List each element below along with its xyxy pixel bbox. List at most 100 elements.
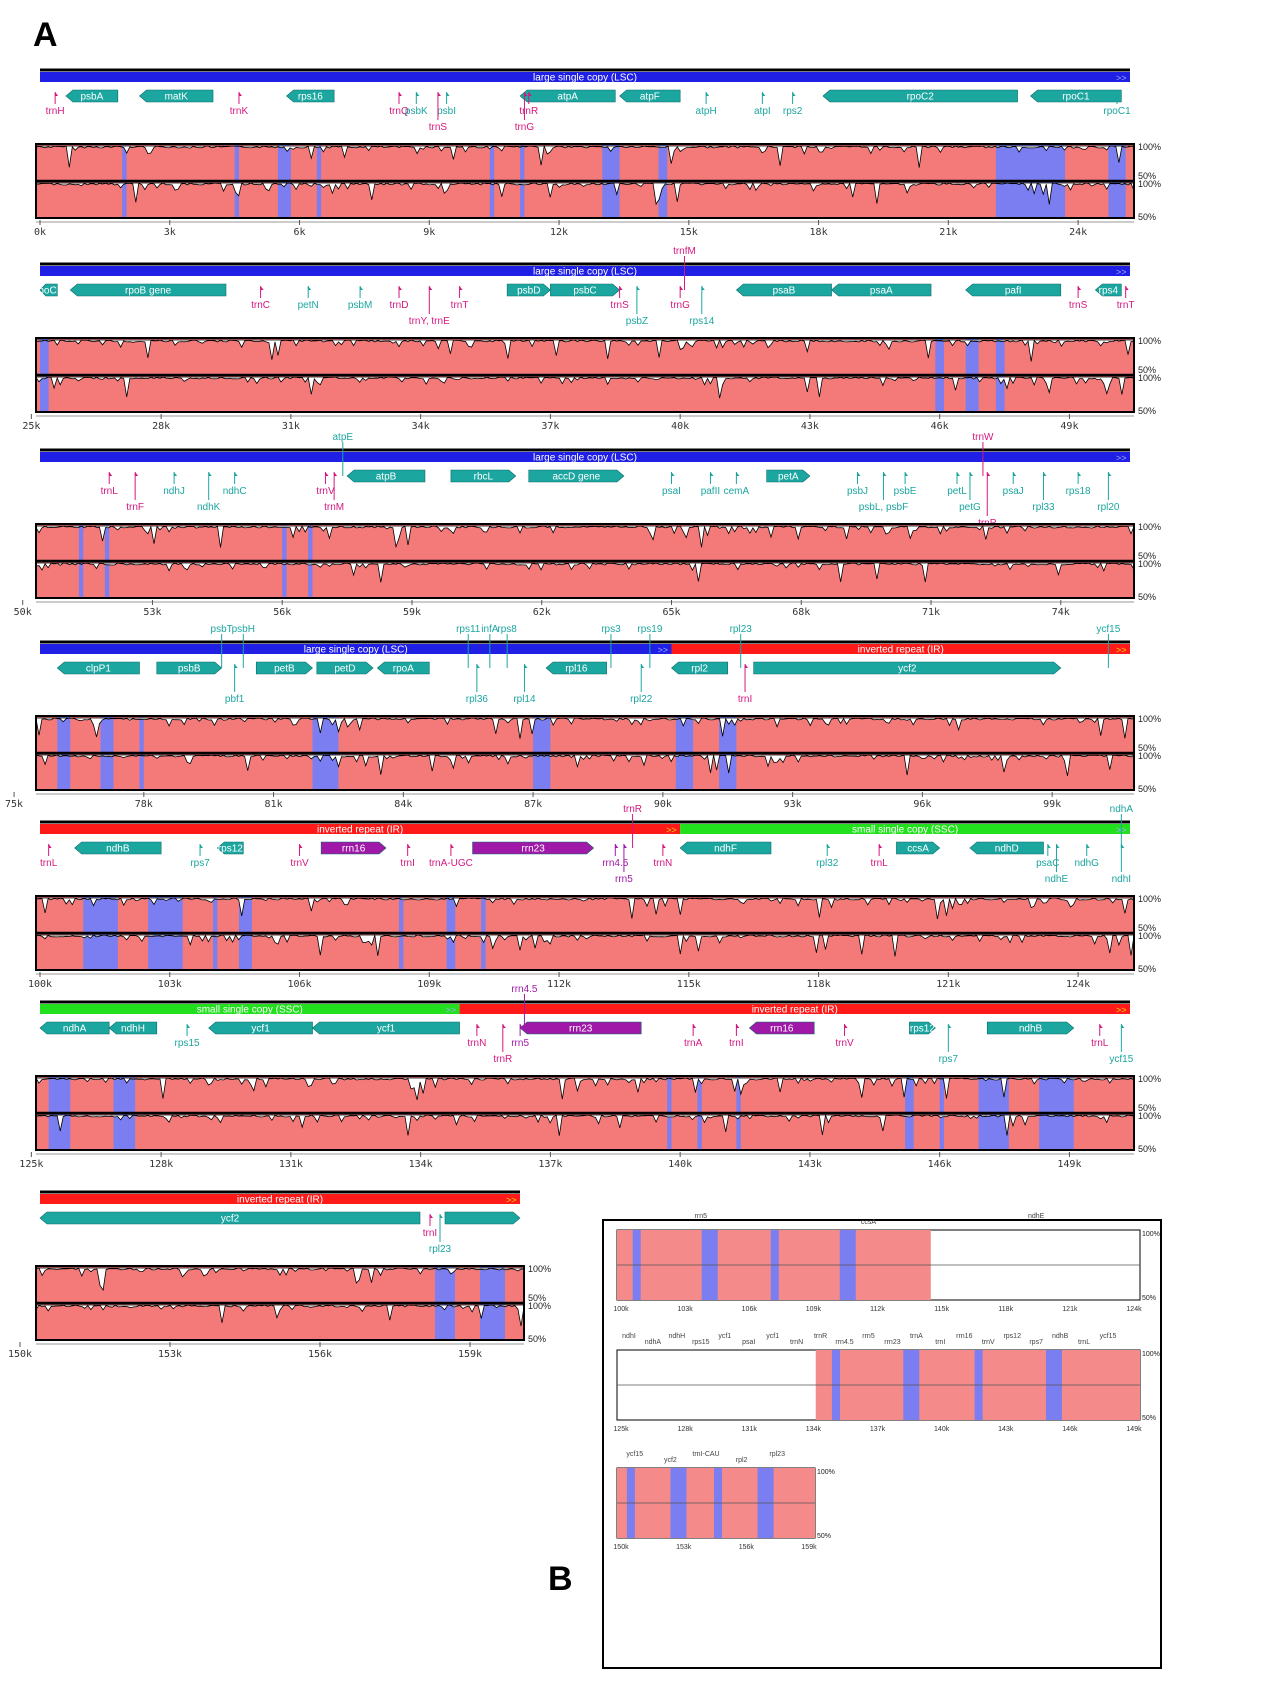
x-tick-label: 143k bbox=[798, 1159, 822, 1170]
label-flag bbox=[135, 472, 139, 476]
x-tick-label: 90k bbox=[654, 799, 672, 810]
y-label-100: 100% bbox=[1138, 1074, 1161, 1084]
region-chevron: >> bbox=[1116, 73, 1127, 83]
y-label-50: 50% bbox=[528, 1293, 546, 1303]
feature-label: trnR bbox=[519, 106, 538, 117]
feature-label: trnT bbox=[1117, 300, 1135, 311]
feature-label: rps19 bbox=[637, 624, 662, 635]
x-tick-label: 153k bbox=[158, 1349, 182, 1360]
gene-label: ycf1 bbox=[377, 1024, 396, 1035]
y-label-50: 50% bbox=[528, 1334, 546, 1344]
region-bar-lsc bbox=[40, 72, 1130, 82]
x-tick-label: 106k bbox=[287, 979, 311, 990]
feature-label: trnV bbox=[835, 1038, 854, 1049]
gene-arrow bbox=[39, 283, 58, 297]
gene-label: rpoA bbox=[393, 664, 414, 675]
label-flag bbox=[1125, 286, 1129, 290]
plot-frame bbox=[35, 1075, 1135, 1151]
similarity-plot: 100%50%100%50% bbox=[35, 142, 1161, 222]
mini-feature-label: psaI bbox=[742, 1339, 755, 1346]
y-label-50: 50% bbox=[1138, 212, 1156, 222]
region-label: large single copy (LSC) bbox=[533, 267, 637, 278]
gene-label: atpB bbox=[376, 472, 397, 483]
similarity-dip bbox=[35, 525, 1135, 549]
x-tick-label: 84k bbox=[394, 799, 412, 810]
gene-arrow bbox=[216, 841, 244, 855]
y-label-100: 100% bbox=[1138, 522, 1161, 532]
feature-label: petN bbox=[298, 300, 319, 311]
label-flag bbox=[55, 92, 59, 96]
mini-feature-label: ycf15 bbox=[1100, 1333, 1117, 1340]
x-tick-label: 103k bbox=[158, 979, 182, 990]
mini-feature-label: ndhE bbox=[1028, 1213, 1045, 1220]
gene-label: rps16 bbox=[298, 92, 323, 103]
genome-row-1: large single copy (LSC) >> psbA matK rps16 at… bbox=[34, 68, 1161, 238]
feature-label: trnS bbox=[1069, 300, 1088, 311]
feature-label: ndhI bbox=[1112, 874, 1131, 885]
gene-label: rrn23 bbox=[521, 844, 545, 855]
feature-label: petL bbox=[947, 486, 967, 497]
feature-label: rps3 bbox=[601, 624, 621, 635]
feature-label: psbK bbox=[405, 106, 428, 117]
label-flag bbox=[429, 286, 433, 290]
similarity-plot: 100%50%100%50% bbox=[35, 336, 1161, 416]
feature-label: infA bbox=[481, 624, 499, 635]
region-label: small single copy (SSC) bbox=[852, 825, 958, 836]
feature-label: psaJ bbox=[1003, 486, 1024, 497]
mini-feature-label: rps12 bbox=[1003, 1333, 1021, 1340]
feature-label: trnI bbox=[423, 1228, 437, 1239]
mini-feature-label: rpl23 bbox=[769, 1451, 785, 1458]
feature-label: ndhA bbox=[1110, 804, 1134, 815]
gene-arrow bbox=[519, 89, 616, 103]
gene-label: atpF bbox=[640, 92, 660, 103]
y-label-100: 100% bbox=[1138, 714, 1161, 724]
genome-row-4: large single copy (LSC) >> inverted repeat… bbox=[5, 624, 1161, 810]
feature-label: psbE bbox=[894, 486, 917, 497]
gene-label: atpA bbox=[557, 92, 578, 103]
similarity-dip bbox=[35, 934, 1135, 957]
feature-label: psbI bbox=[437, 106, 456, 117]
feature-label: rps2 bbox=[783, 106, 803, 117]
y-label-50: 50% bbox=[1138, 592, 1156, 602]
x-tick-label: 46k bbox=[931, 421, 949, 432]
mini-tick-label: 109k bbox=[806, 1306, 822, 1313]
mini-tick-label: 149k bbox=[1126, 1426, 1142, 1433]
mini-tick-label: 100k bbox=[613, 1306, 629, 1313]
feature-label: trnM bbox=[324, 502, 344, 513]
y-label-50: 50% bbox=[1138, 551, 1156, 561]
region-chevron: >> bbox=[506, 1195, 517, 1205]
feature-label: trnL bbox=[101, 486, 119, 497]
gene-label: ndhF bbox=[714, 844, 737, 855]
feature-label: trnH bbox=[46, 106, 65, 117]
feature-label: trnR bbox=[623, 804, 642, 815]
region-label: inverted repeat (IR) bbox=[858, 645, 944, 656]
y-label-100: 100% bbox=[528, 1264, 551, 1274]
gene-arrow bbox=[969, 841, 1044, 855]
feature-label: atpI bbox=[754, 106, 771, 117]
gene-arrow bbox=[56, 661, 140, 675]
label-flag bbox=[1117, 92, 1121, 96]
mini-y-bottom: 50% bbox=[1142, 1295, 1156, 1302]
gene-label: ycf2 bbox=[221, 1214, 240, 1225]
feature-label: petG bbox=[959, 502, 981, 513]
x-tick-label: 149k bbox=[1057, 1159, 1081, 1170]
feature-label: trnG bbox=[670, 300, 690, 311]
gene-label: psaA bbox=[870, 286, 893, 297]
region-chevron: >> bbox=[1116, 1005, 1127, 1015]
gene-label: psbD bbox=[517, 286, 540, 297]
x-tick-label: 100k bbox=[28, 979, 52, 990]
plot-frame bbox=[35, 1265, 525, 1341]
gene-label: rpl16 bbox=[565, 664, 588, 675]
x-tick-label: 128k bbox=[149, 1159, 173, 1170]
region-chevron: >> bbox=[1116, 645, 1127, 655]
gene-label: psbC bbox=[573, 286, 596, 297]
feature-label: rrn4.5 bbox=[602, 858, 629, 869]
feature-label: trnV bbox=[290, 858, 309, 869]
x-tick-label: 37k bbox=[541, 421, 559, 432]
mini-feature-label: rrn23 bbox=[884, 1339, 900, 1346]
x-axis: 0k 3k 6k 9k 12k 15k 18k 21k 24k bbox=[34, 220, 1134, 238]
feature-label: cemA bbox=[724, 486, 750, 497]
gene-label: rpoC2 bbox=[907, 92, 935, 103]
label-flag bbox=[680, 286, 684, 290]
mini-feature-label: ndhA bbox=[645, 1339, 662, 1346]
